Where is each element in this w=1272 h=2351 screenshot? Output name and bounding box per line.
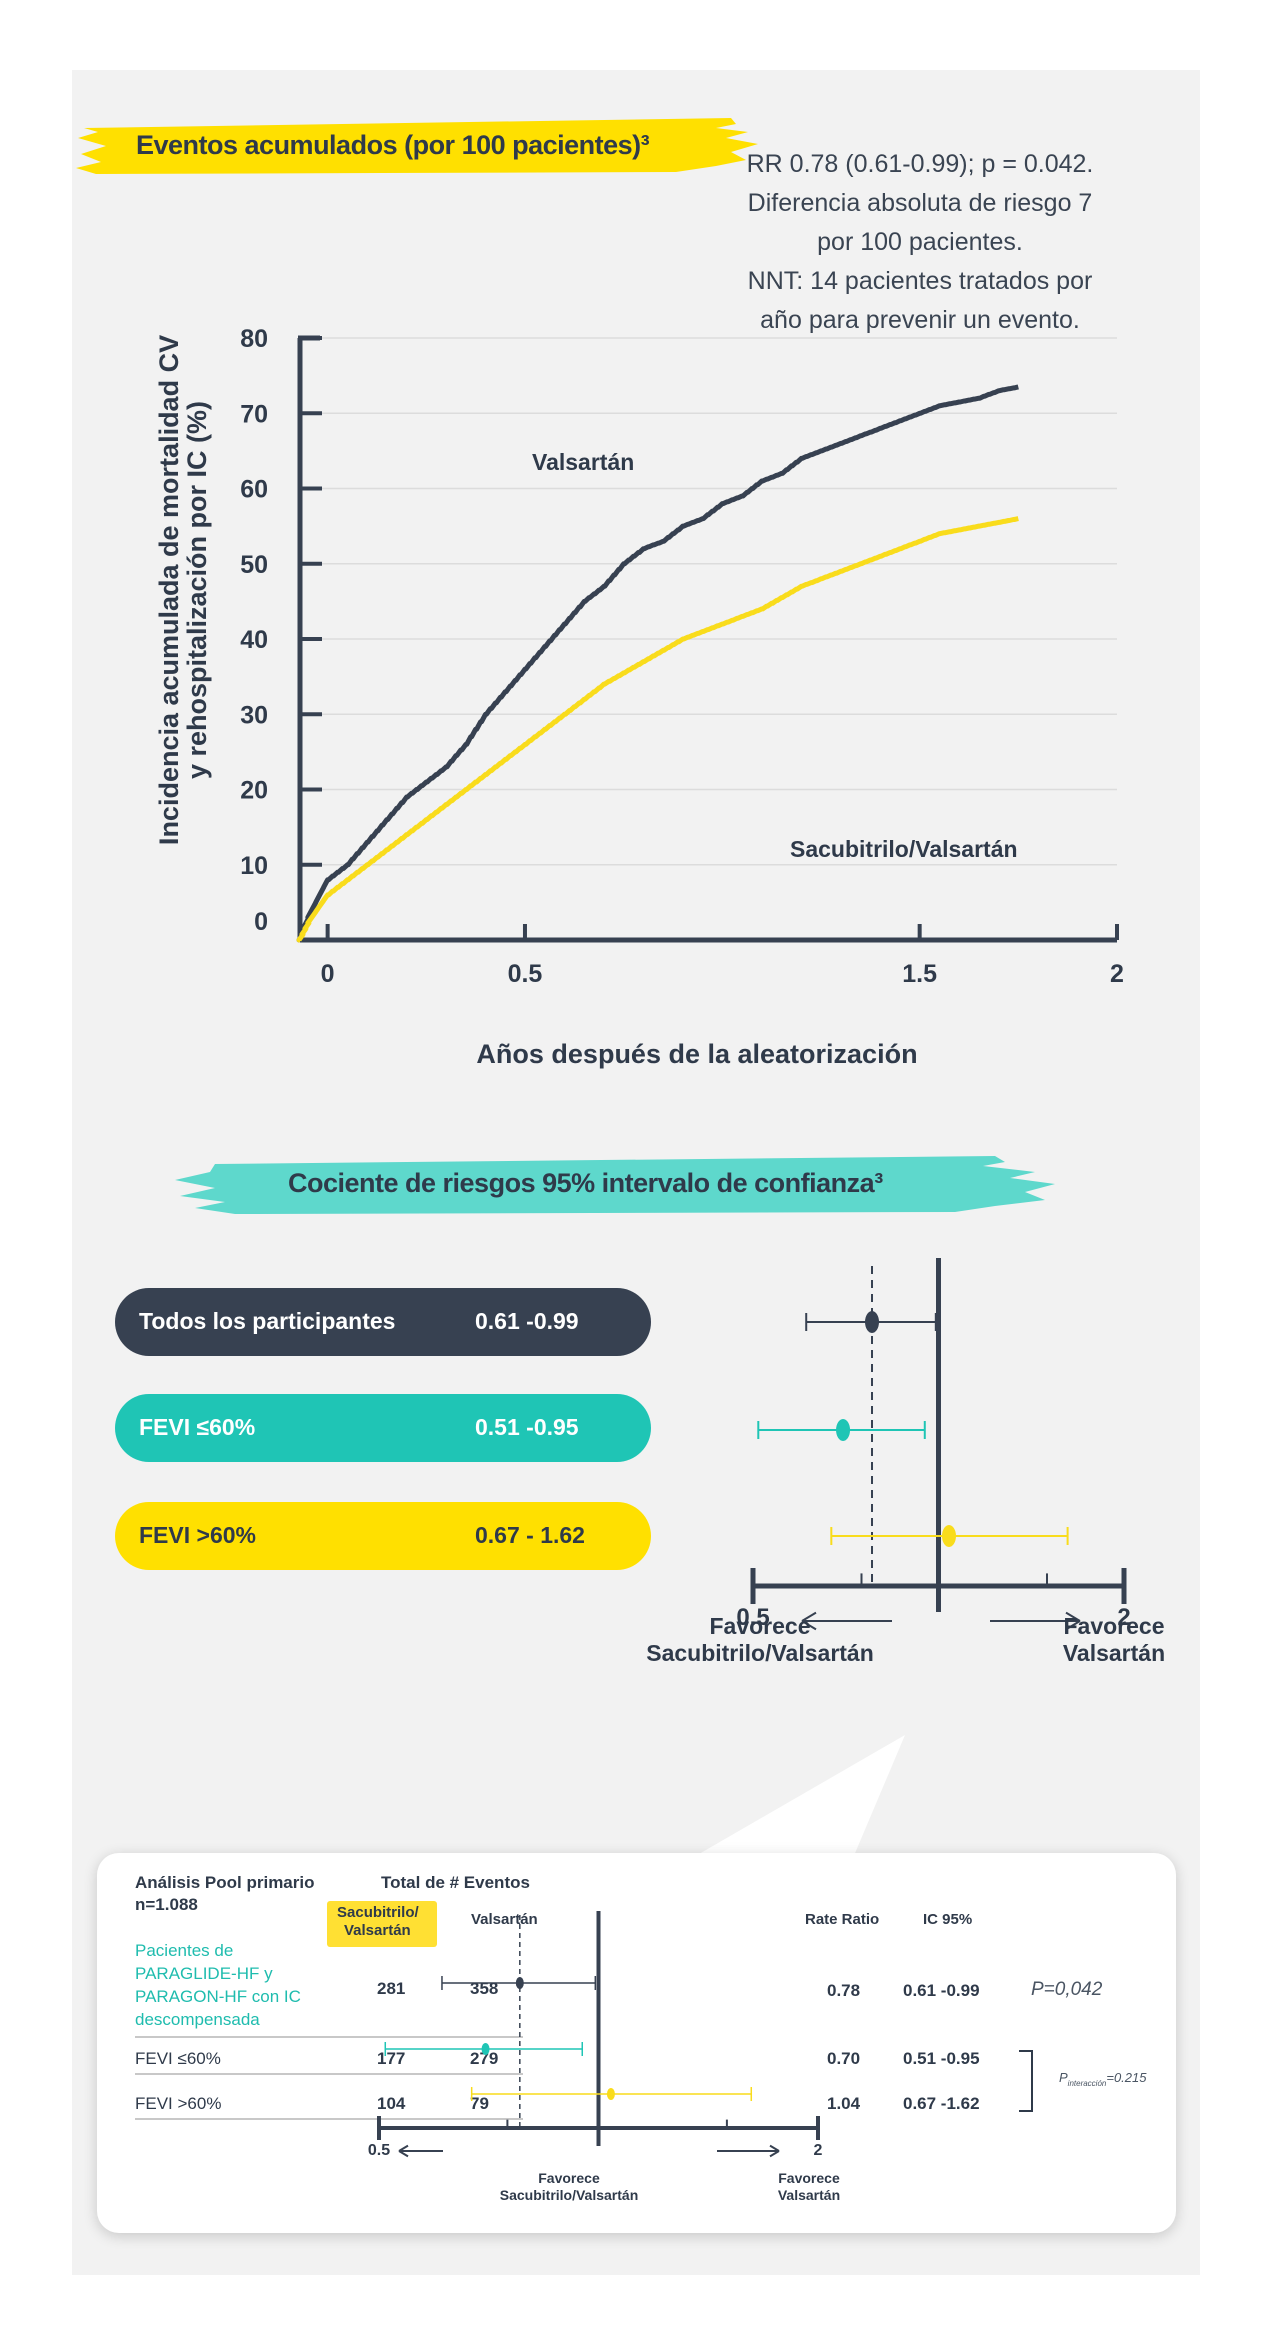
p-value: P=0,042: [1031, 1979, 1103, 2000]
y-tick-label: 80: [240, 325, 268, 353]
y-axis-label-line1: Incidencia acumulada de mortalidad CV: [154, 335, 184, 845]
pill-fevi-low-label: FEVI ≤60%: [139, 1414, 256, 1440]
point-estimate: [606, 2088, 615, 2100]
row-divider: [135, 2118, 523, 2120]
table-header-ci: IC 95%: [923, 1911, 973, 1928]
point-estimate: [836, 1419, 851, 1441]
mini-forest-plot: 0.5 2 Pinteracción=0.215 Favorece Sacubit…: [368, 1911, 1147, 2203]
title-brush-mint: [175, 1156, 1055, 1214]
favors-right-line2: Valsartán: [1063, 1640, 1165, 1666]
table-header-events: Total de # Eventos: [381, 1873, 530, 1892]
y-tick-label: 60: [240, 476, 268, 504]
sacu-header-highlight: [327, 1901, 437, 1947]
series-line-sacubitril: [296, 516, 1019, 943]
mini-favors-right-1: Favorece: [778, 2170, 840, 2186]
row2-sacu: 177: [377, 2049, 406, 2068]
y-tick-label: 20: [240, 777, 268, 805]
table-header-rr: Rate Ratio: [805, 1911, 880, 1928]
favors-left-line2: Sacubitrilo/Valsartán: [646, 1640, 874, 1666]
title-brush-yellow: [76, 118, 758, 174]
row3-val: 79: [470, 2094, 489, 2113]
table-header-n: n=1.088: [135, 1895, 198, 1914]
pooled-analysis-card: Análisis Pool primario n=1.088 Total de …: [97, 1853, 1176, 2233]
arrow-right-head: [1065, 1611, 1081, 1631]
pill-all-label: Todos los participantes: [139, 1308, 396, 1334]
x-tick-label: 2: [1110, 960, 1124, 988]
row1-sacu: 281: [377, 1979, 406, 1998]
row3-sacu: 104: [377, 2094, 406, 2113]
stats-block: RR 0.78 (0.61-0.99); p = 0.042. Diferenc…: [700, 145, 1140, 340]
row1-label-line3: PARAGON-HF con IC: [135, 1987, 301, 2006]
row1-ci: 0.61 -0.99: [903, 1981, 980, 2000]
table-header-sacu-2: Valsartán: [344, 1922, 411, 1939]
card-pointer: [680, 1735, 905, 1865]
row2-rr: 0.70: [827, 2049, 861, 2068]
mini-favors-left-1: Favorece: [538, 2170, 600, 2186]
chart2-title: Cociente de riesgos 95% intervalo de con…: [288, 1168, 883, 1198]
mini-favors-left-2: Sacubitrilo/Valsartán: [500, 2187, 639, 2203]
y-tick-label: 30: [240, 701, 268, 729]
row2-label: FEVI ≤60%: [135, 2049, 221, 2068]
row3-rr: 1.04: [827, 2094, 861, 2113]
favors-right-line1: Favorece: [1063, 1613, 1164, 1639]
table-header-val: Valsartán: [471, 1911, 538, 1928]
series-label-valsartan: Valsartán: [532, 449, 634, 475]
chart1-title: Eventos acumulados (por 100 pacientes)³: [136, 130, 650, 160]
point-estimate: [481, 2043, 490, 2055]
p-interaction: Pinteracción=0.215: [1059, 2070, 1147, 2088]
series-label-sacubitril: Sacubitrilo/Valsartán: [790, 836, 1018, 862]
x-axis-label: Años después de la aleatorización: [476, 1039, 917, 1069]
row1-rr: 0.78: [827, 1981, 861, 2000]
point-estimate: [865, 1311, 880, 1333]
row1-label-line1: Pacientes de: [135, 1941, 234, 1960]
row1-label-line2: PARAGLIDE-HF y: [135, 1964, 273, 1983]
axis-label-right: 2: [1117, 1604, 1130, 1631]
pill-fevi-low: FEVI ≤60% 0.51 -0.95: [115, 1394, 651, 1462]
y-tick-label: 40: [240, 626, 268, 654]
row3-label: FEVI >60%: [135, 2094, 222, 2113]
point-estimate: [941, 1525, 956, 1547]
stats-line-2: Diferencia absoluta de riesgo 7: [747, 189, 1093, 217]
x-tick-label: 1.5: [902, 960, 937, 988]
row-divider: [135, 2073, 523, 2075]
series-line-valsartan: [296, 384, 1019, 943]
pill-all-ci: 0.61 -0.99: [475, 1308, 579, 1334]
stats-line-4: NNT: 14 pacientes tratados por: [747, 267, 1093, 295]
km-chart: 0 10 20 30 40 50 60 70 80 0 0.5 1.5 2 Valsartán Sac…: [154, 325, 1124, 1069]
stats-line-1: RR 0.78 (0.61-0.99); p = 0.042.: [746, 150, 1094, 178]
pill-fevi-high: FEVI >60% 0.67 - 1.62: [115, 1502, 651, 1570]
y-tick-label: 70: [240, 400, 268, 428]
x-tick-label: 0.5: [508, 960, 543, 988]
row2-ci: 0.51 -0.95: [903, 2049, 980, 2068]
pill-fevi-high-ci: 0.67 - 1.62: [475, 1522, 585, 1548]
pill-fevi-high-label: FEVI >60%: [139, 1522, 256, 1548]
row3-ci: 0.67 -1.62: [903, 2094, 980, 2113]
mini-favors-right-2: Valsartán: [778, 2187, 840, 2203]
point-estimate: [515, 1977, 524, 1989]
arrow-left-head: [801, 1611, 817, 1631]
table-header-analysis: Análisis Pool primario: [135, 1873, 315, 1892]
row2-val: 279: [470, 2049, 499, 2068]
y-tick-label: 0: [254, 908, 268, 936]
arrow-left-head: [398, 2144, 409, 2158]
interaction-bracket: [1019, 2050, 1033, 2112]
row1-label: Pacientes de PARAGLIDE-HF y PARAGON-HF c…: [135, 1939, 301, 2031]
y-axis-label-line2: y rehospitalización por IC (%): [182, 401, 212, 779]
row1-label-line4: descompensada: [135, 2010, 260, 2029]
forest-plot: 0.5 2 Favorece Sacubitrilo/Valsartán Favo…: [646, 1258, 1165, 1666]
x-tick-label: 0: [321, 960, 335, 988]
favors-left-line1: Favorece: [709, 1613, 810, 1639]
axis-label-left: 0.5: [368, 2142, 390, 2159]
stats-line-5: año para prevenir un evento.: [760, 306, 1080, 334]
y-tick-label: 10: [240, 852, 268, 880]
axis-label-left: 0.5: [736, 1604, 769, 1631]
axis-label-right: 2: [814, 2142, 823, 2159]
arrow-right-head: [769, 2144, 780, 2158]
row-divider: [135, 2036, 523, 2038]
table-header-sacu-1: Sacubitrilo/: [337, 1904, 419, 1921]
stats-line-3: por 100 pacientes.: [817, 228, 1023, 256]
y-tick-label: 50: [240, 551, 268, 579]
pill-all: Todos los participantes 0.61 -0.99: [115, 1288, 651, 1356]
pill-fevi-low-ci: 0.51 -0.95: [475, 1414, 579, 1440]
